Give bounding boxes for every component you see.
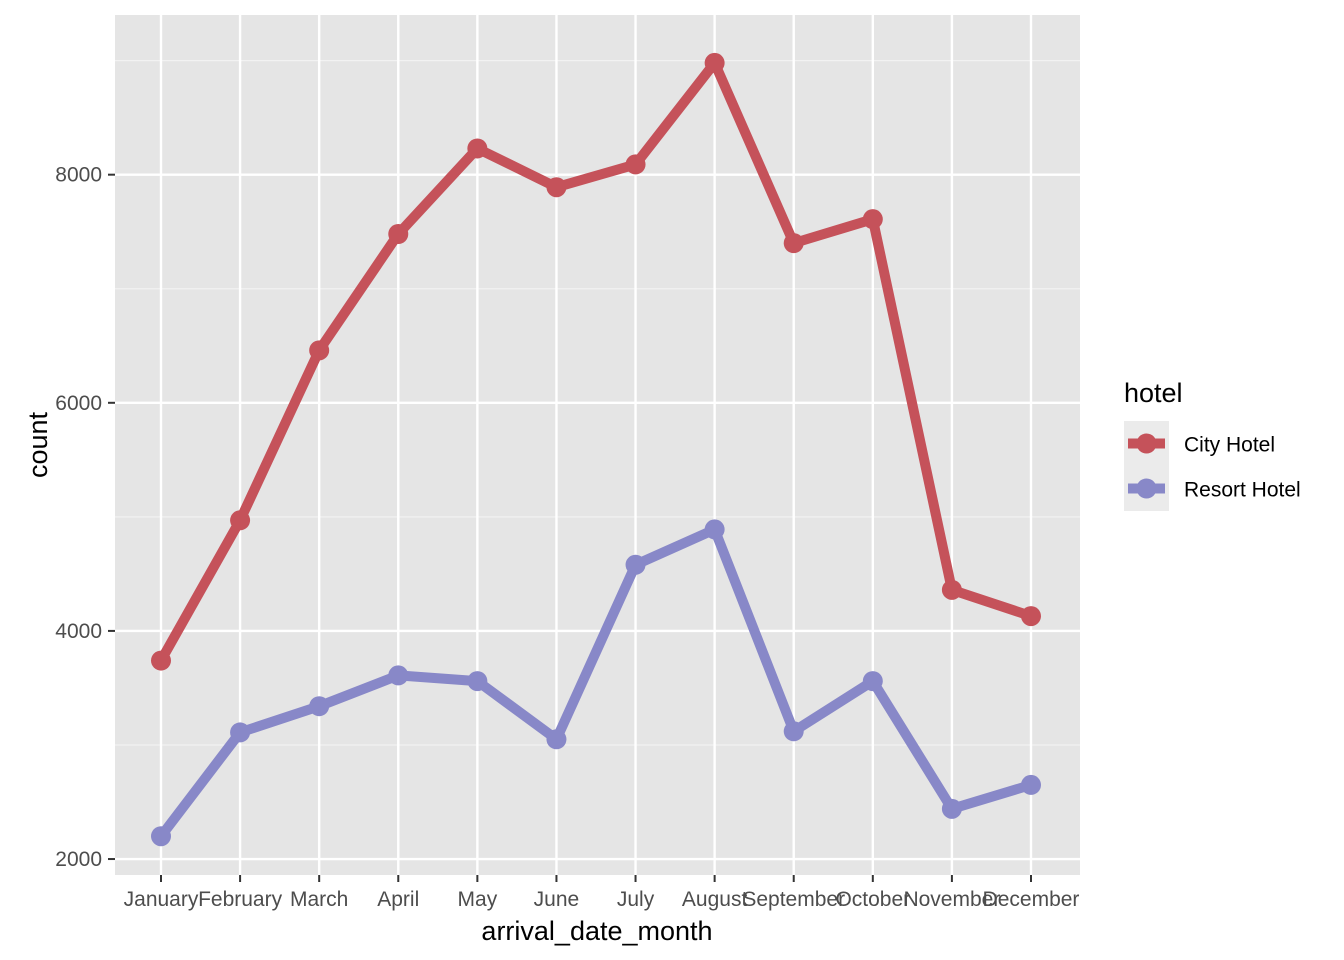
data-point xyxy=(388,223,409,244)
x-tick-label: December xyxy=(983,888,1080,911)
y-tick-label: 8000 xyxy=(55,164,102,187)
y-tick-label: 6000 xyxy=(55,392,102,415)
x-tick-label: July xyxy=(617,888,655,911)
data-point xyxy=(309,696,330,717)
axes: 2000 4000 6000 8000 January February March Apri… xyxy=(55,164,1079,911)
data-point xyxy=(625,154,646,175)
data-point xyxy=(151,650,171,671)
x-tick-label: February xyxy=(198,888,283,911)
data-point xyxy=(151,826,171,847)
x-tick-label: September xyxy=(742,888,845,911)
x-tick-label: August xyxy=(682,888,748,911)
data-point xyxy=(941,579,962,600)
data-point xyxy=(625,554,646,575)
x-tick-label: June xyxy=(534,888,580,911)
data-point xyxy=(862,671,883,692)
data-point xyxy=(467,671,488,692)
series-line xyxy=(156,57,1033,664)
data-point xyxy=(1020,774,1041,795)
data-point xyxy=(309,340,330,361)
panel-background xyxy=(115,15,1080,875)
series-lines xyxy=(151,52,1041,847)
data-point xyxy=(783,721,804,742)
legend-label: Resort Hotel xyxy=(1184,479,1301,502)
data-point xyxy=(467,138,488,159)
y-axis-title: count xyxy=(23,411,53,478)
data-point xyxy=(704,52,725,73)
y-tick-label: 4000 xyxy=(55,620,102,643)
x-tick-label: January xyxy=(124,888,199,911)
x-tick-label: November xyxy=(903,888,1000,911)
data-point xyxy=(941,798,962,819)
data-point xyxy=(546,729,567,750)
legend-key-point xyxy=(1136,433,1157,454)
data-point xyxy=(1020,606,1041,627)
legend-title: hotel xyxy=(1124,378,1183,408)
legend-key-point xyxy=(1136,478,1157,499)
data-point xyxy=(230,510,251,531)
x-axis-title: arrival_date_month xyxy=(481,916,712,946)
data-point xyxy=(862,209,883,230)
x-tick-label: May xyxy=(458,888,498,911)
data-point xyxy=(388,665,409,686)
x-tick-label: April xyxy=(377,888,419,911)
x-tick-label: March xyxy=(290,888,348,911)
data-point xyxy=(230,722,251,743)
data-point xyxy=(704,519,725,540)
data-point xyxy=(546,177,567,198)
legend: hotel City Hotel Resort Hotel xyxy=(1124,378,1301,511)
y-tick-label: 2000 xyxy=(55,848,102,871)
data-point xyxy=(783,233,804,254)
legend-label: City Hotel xyxy=(1184,434,1275,457)
series-line xyxy=(157,524,1033,840)
x-tick-label: October xyxy=(835,888,910,911)
